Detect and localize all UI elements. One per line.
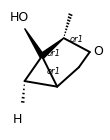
Polygon shape	[41, 38, 64, 59]
Text: or1: or1	[69, 35, 83, 44]
Text: O: O	[94, 46, 103, 59]
Text: HO: HO	[9, 11, 29, 24]
Text: or1: or1	[46, 49, 60, 58]
Polygon shape	[25, 28, 44, 58]
Text: H: H	[12, 113, 22, 126]
Text: or1: or1	[46, 67, 60, 76]
